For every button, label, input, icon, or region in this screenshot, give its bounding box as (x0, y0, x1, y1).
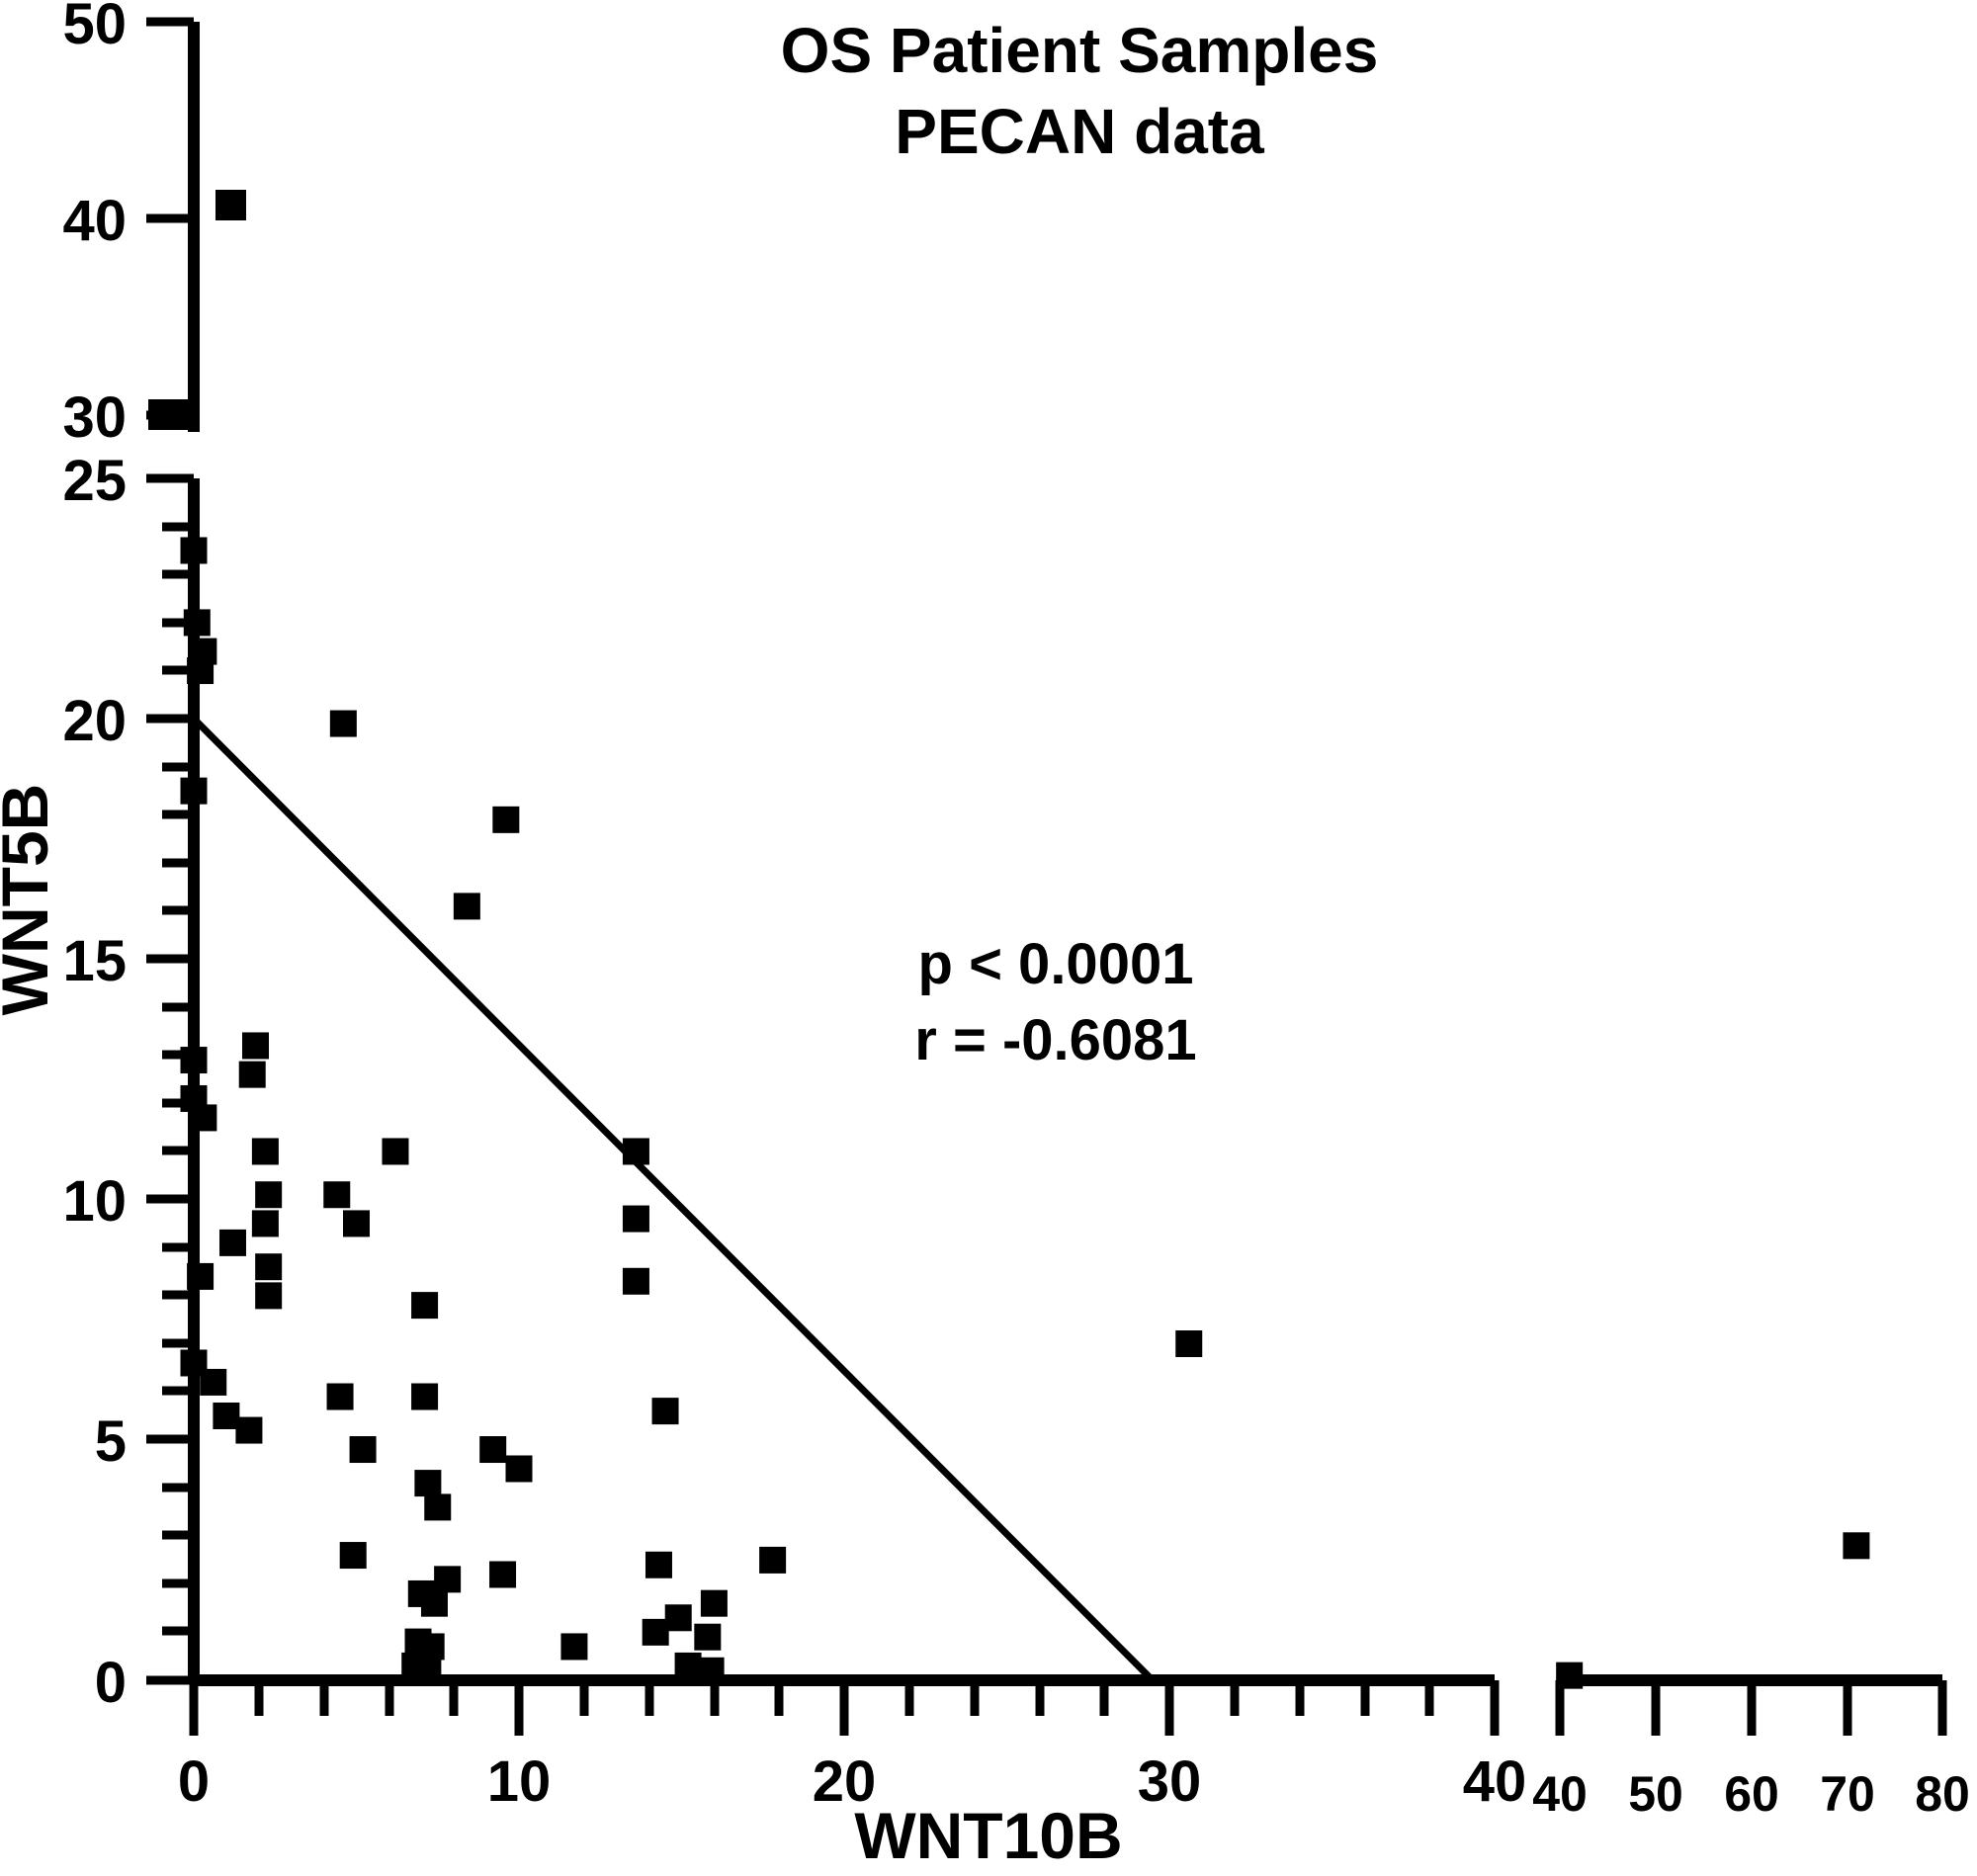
data-point (218, 1229, 246, 1256)
data-point (1175, 1330, 1203, 1358)
y-tick-label-0: 0 (95, 1651, 127, 1715)
data-point (343, 1210, 370, 1237)
data-point (187, 1262, 215, 1290)
x-axis-left-segment (189, 1674, 1500, 1736)
x-tick-label-60: 60 (1724, 1766, 1779, 1822)
y-tick-label-40: 40 (62, 189, 127, 253)
chart-title-line2: PECAN data (895, 96, 1264, 167)
data-point (180, 777, 208, 805)
data-point (560, 1633, 588, 1661)
r-value-annotation: r = -0.6081 (914, 1008, 1196, 1072)
data-point (700, 1589, 728, 1617)
x-tick-label-20: 20 (813, 1749, 877, 1814)
y-tick-label-20: 20 (62, 689, 127, 753)
data-point (642, 1618, 669, 1646)
x-tick-label-40b: 40 (1532, 1766, 1588, 1822)
data-point (238, 1061, 266, 1088)
data-point (414, 1470, 442, 1497)
data-point (242, 1032, 270, 1060)
data-point (183, 609, 211, 637)
data-point (420, 1589, 448, 1617)
data-point (1843, 1532, 1870, 1560)
y-tick-label-30: 30 (62, 385, 127, 450)
data-points-main-panel (180, 537, 1870, 1689)
y-axis-title: WNT5B (0, 784, 61, 1016)
data-point (645, 1551, 672, 1578)
data-point (694, 1623, 722, 1651)
data-point (411, 1383, 439, 1410)
p-value-annotation: p < 0.0001 (918, 932, 1194, 996)
x-minor-ticks-left (254, 1680, 1434, 1716)
data-point (479, 1436, 507, 1464)
data-point (434, 1566, 462, 1593)
data-point (651, 1398, 679, 1425)
x-tick-label-30: 30 (1138, 1749, 1202, 1814)
x-tick-label-70: 70 (1820, 1766, 1875, 1822)
data-point (215, 190, 246, 220)
y-tick-label-5: 5 (95, 1409, 127, 1474)
x-tick-label-40: 40 (1463, 1749, 1527, 1814)
data-point (414, 1657, 442, 1684)
data-point (339, 1542, 367, 1570)
data-point (255, 1282, 283, 1310)
data-point (235, 1416, 263, 1444)
data-point (697, 1657, 725, 1684)
data-point (382, 1138, 409, 1165)
data-point (190, 1104, 217, 1132)
data-point (489, 1561, 517, 1588)
data-point (326, 1383, 354, 1410)
data-point (664, 1604, 692, 1632)
data-point (622, 1138, 649, 1165)
data-points-upper-panel (148, 190, 246, 430)
data-point (323, 1181, 351, 1209)
chart-title-line1: OS Patient Samples (781, 15, 1379, 86)
data-point (424, 1493, 452, 1521)
data-point (255, 1253, 283, 1281)
x-tick-label-80: 80 (1915, 1766, 1970, 1822)
data-point (157, 399, 188, 430)
data-point (213, 1402, 240, 1429)
data-point (453, 893, 480, 920)
data-point (180, 537, 208, 564)
data-point (622, 1267, 649, 1295)
x-tick-label-50: 50 (1628, 1766, 1683, 1822)
data-point (251, 1210, 279, 1237)
x-axis-title: WNT10B (854, 1799, 1122, 1872)
data-point (505, 1455, 533, 1483)
data-point (349, 1436, 377, 1464)
y-tick-label-50: 50 (62, 0, 127, 56)
y-tick-label-15: 15 (62, 929, 127, 993)
y-axis-upper-panel (146, 17, 200, 432)
data-point (674, 1652, 702, 1679)
data-point (200, 1368, 227, 1396)
x-tick-label-10: 10 (487, 1749, 552, 1814)
x-axis-right-segment (1555, 1674, 1947, 1736)
y-axis-lower-panel (146, 473, 200, 1685)
y-tick-label-25: 25 (62, 449, 127, 513)
y-tick-label-10: 10 (62, 1169, 127, 1234)
data-point (622, 1205, 649, 1233)
data-point (411, 1292, 439, 1320)
data-point (180, 1047, 208, 1074)
data-point (187, 657, 215, 685)
data-point (759, 1546, 787, 1574)
data-point (255, 1181, 283, 1209)
data-point (1556, 1662, 1584, 1689)
trend-line (191, 716, 1156, 1683)
x-tick-label-0: 0 (178, 1749, 210, 1814)
data-point (251, 1138, 279, 1165)
data-point (492, 806, 520, 833)
data-point (329, 710, 357, 737)
